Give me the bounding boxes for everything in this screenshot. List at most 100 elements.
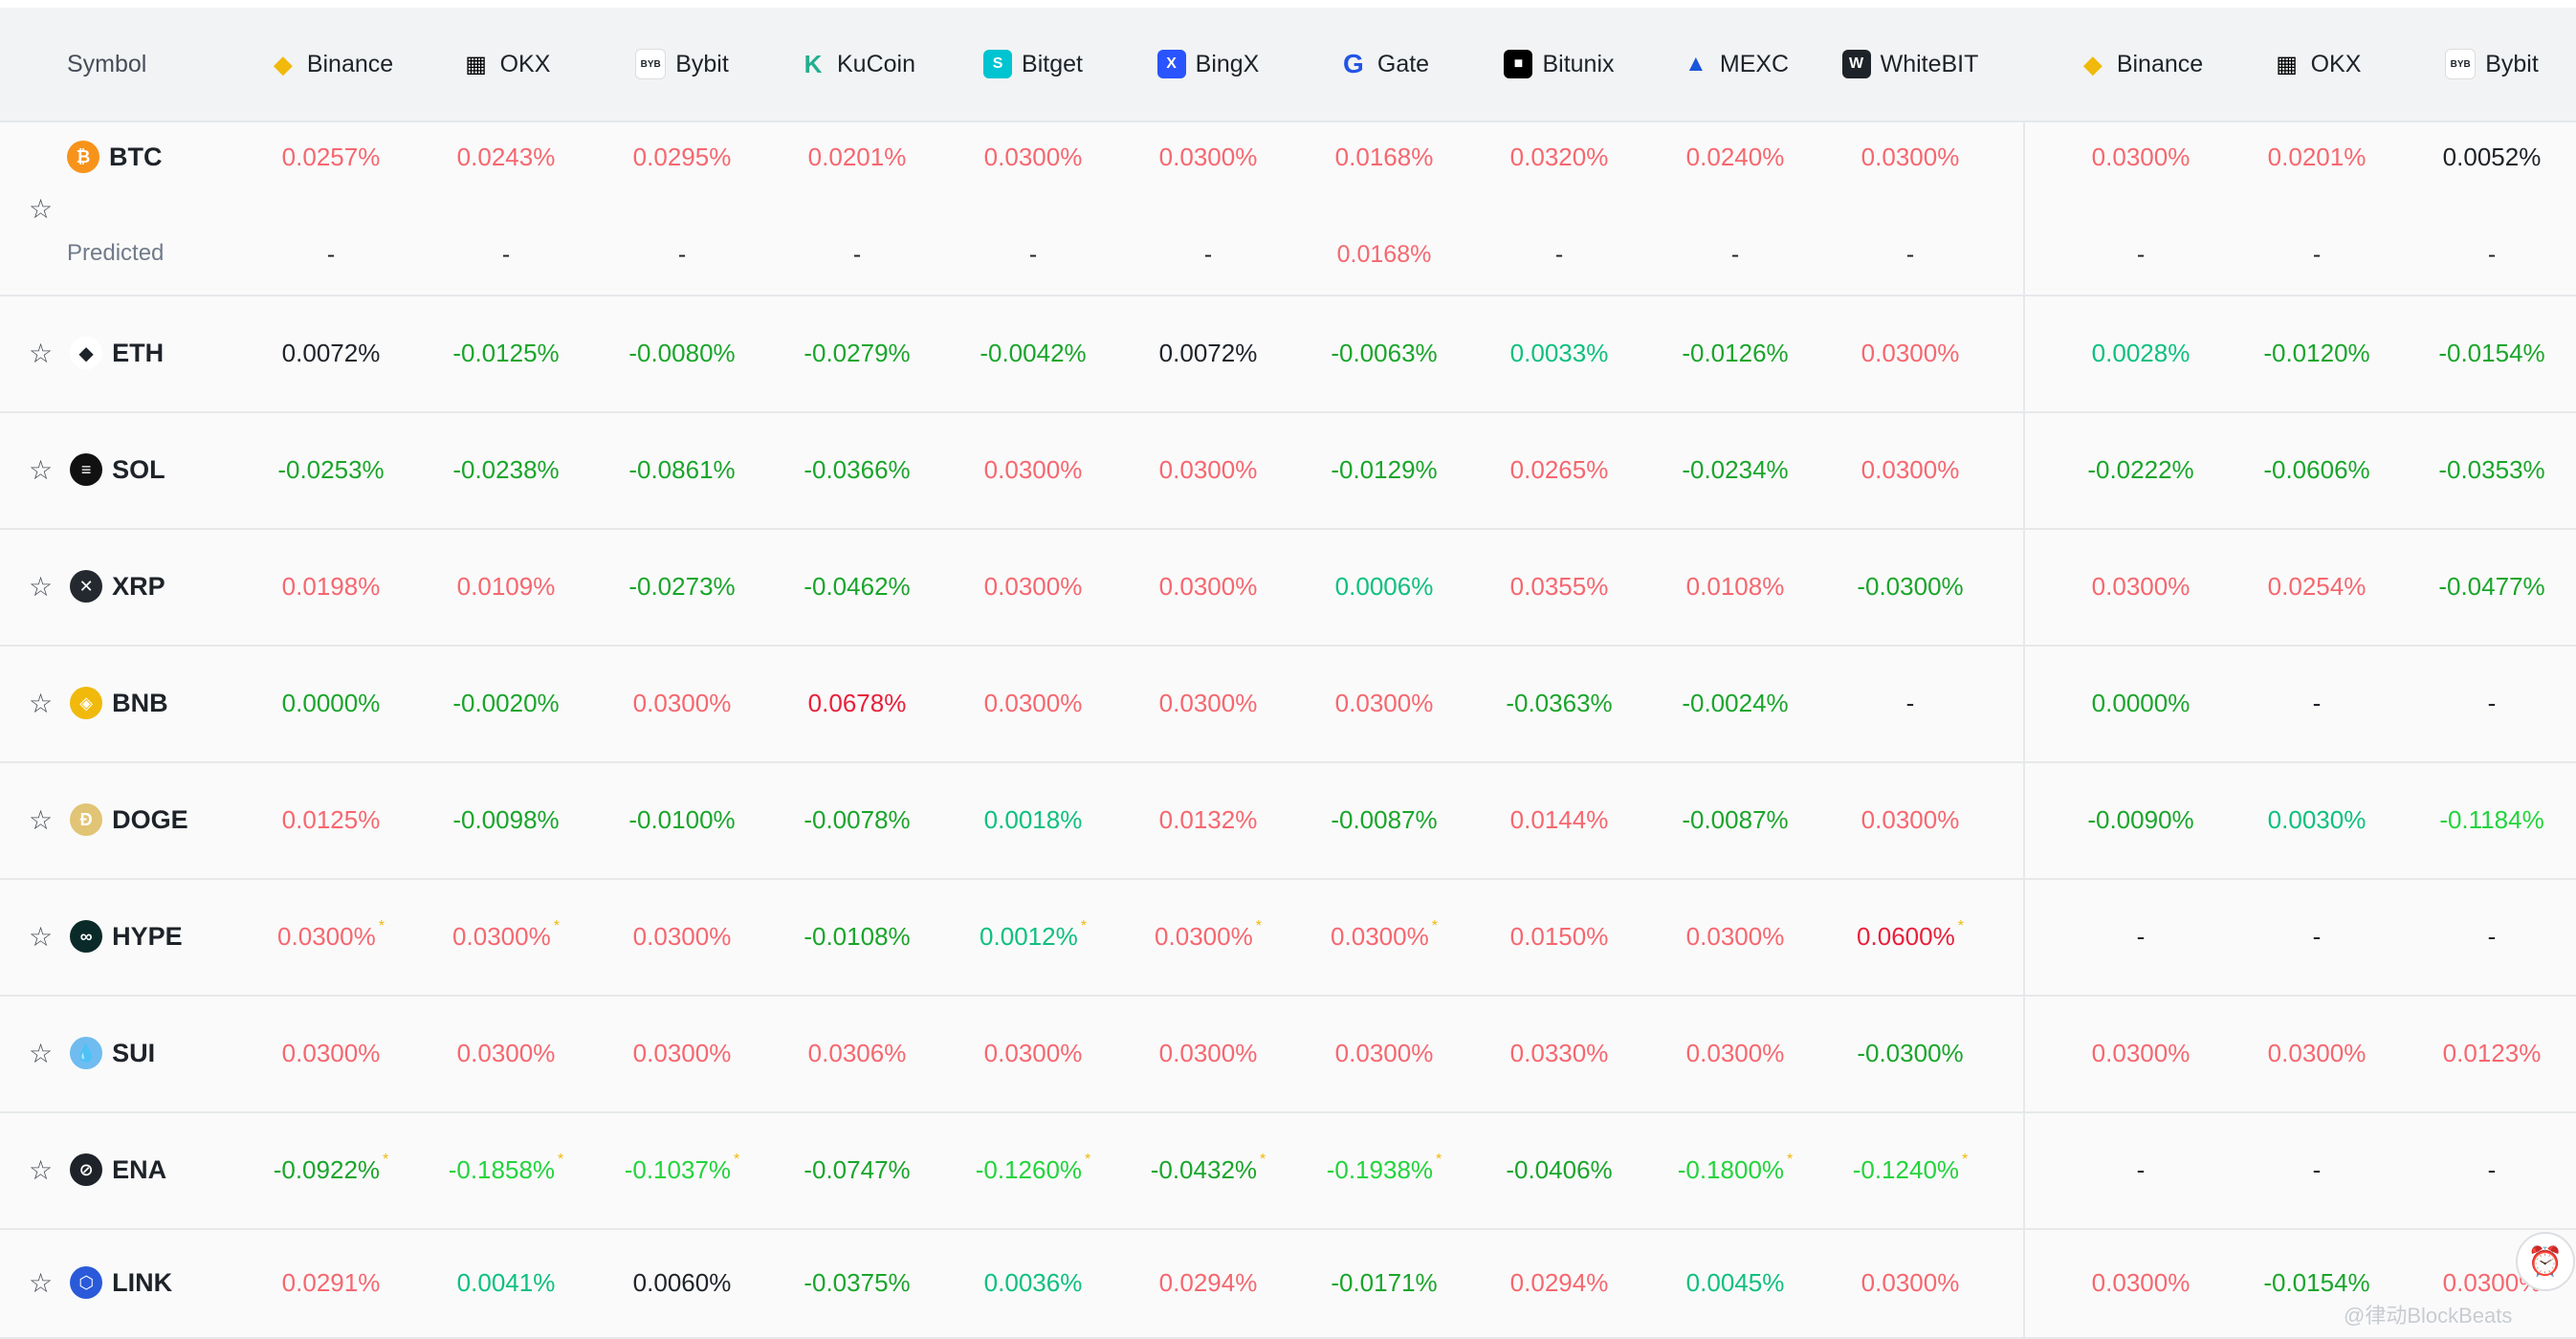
funding-rate-cell[interactable]: 0.0294% bbox=[1473, 1263, 1645, 1302]
funding-rate-cell[interactable]: 0.0300% bbox=[947, 138, 1119, 176]
funding-rate-cell[interactable]: 0.0300% bbox=[2055, 138, 2227, 176]
funding-rate-cell[interactable]: 0.0033% bbox=[1473, 334, 1645, 372]
funding-rate-cell[interactable]: -0.0432% * bbox=[1122, 1151, 1294, 1189]
funding-rate-cell[interactable]: -0.0129% bbox=[1298, 450, 1470, 489]
funding-rate-cell[interactable]: -0.0253% bbox=[245, 450, 417, 489]
funding-rate-cell[interactable]: -0.0234% bbox=[1649, 450, 1821, 489]
funding-rate-cell[interactable]: -0.1938% * bbox=[1298, 1151, 1470, 1189]
funding-rate-cell[interactable]: 0.0300% * bbox=[1122, 917, 1294, 955]
funding-rate-cell[interactable]: 0.0300% bbox=[947, 1034, 1119, 1072]
funding-rate-cell[interactable]: 0.0300% bbox=[596, 917, 768, 955]
favorite-star-icon[interactable]: ☆ bbox=[29, 1154, 54, 1185]
symbol-cell-sol[interactable]: ☆ ≡ SOL bbox=[29, 450, 165, 489]
funding-rate-cell[interactable]: 0.0150% bbox=[1473, 917, 1645, 955]
funding-rate-cell[interactable]: - bbox=[2231, 917, 2403, 955]
funding-rate-cell[interactable]: 0.0300% bbox=[2055, 1263, 2227, 1302]
funding-rate-cell[interactable]: -0.0100% bbox=[596, 801, 768, 839]
funding-rate-cell[interactable]: - bbox=[2406, 917, 2576, 955]
funding-rate-cell[interactable]: 0.0300% bbox=[1298, 1034, 1470, 1072]
funding-rate-cell[interactable]: - bbox=[2231, 684, 2403, 722]
favorite-star-icon[interactable]: ☆ bbox=[29, 454, 54, 485]
funding-rate-cell[interactable]: 0.0320% bbox=[1473, 138, 1645, 176]
funding-rate-cell[interactable]: -0.0080% bbox=[596, 334, 768, 372]
funding-rate-cell[interactable]: -0.0042% bbox=[947, 334, 1119, 372]
funding-rate-cell[interactable]: 0.0109% bbox=[420, 567, 592, 605]
symbol-cell-link[interactable]: ☆ ⬡ LINK bbox=[29, 1263, 172, 1302]
funding-rate-cell[interactable]: 0.0300% * bbox=[420, 917, 592, 955]
funding-rate-cell[interactable]: - bbox=[2231, 1151, 2403, 1189]
funding-rate-cell[interactable]: 0.0123% bbox=[2406, 1034, 2576, 1072]
funding-rate-cell[interactable]: - bbox=[2406, 1151, 2576, 1189]
exchange-header-bitunix[interactable]: ■ Bitunix bbox=[1473, 8, 1645, 121]
funding-rate-cell[interactable]: 0.0300% bbox=[596, 1034, 768, 1072]
symbol-cell-bnb[interactable]: ☆ ◈ BNB bbox=[29, 684, 168, 722]
funding-rate-cell[interactable]: -0.0238% bbox=[420, 450, 592, 489]
symbol-cell-ena[interactable]: ☆ ⊘ ENA bbox=[29, 1151, 166, 1189]
funding-rate-cell[interactable]: -0.0747% bbox=[771, 1151, 943, 1189]
funding-rate-cell[interactable]: 0.0300% bbox=[2055, 567, 2227, 605]
funding-rate-cell[interactable]: -0.0126% bbox=[1649, 334, 1821, 372]
funding-rate-cell[interactable]: 0.0045% bbox=[1649, 1263, 1821, 1302]
funding-rate-cell[interactable]: -0.0279% bbox=[771, 334, 943, 372]
alarm-settings-button[interactable]: ⏰ bbox=[2516, 1232, 2575, 1291]
exchange-header-bingx[interactable]: X BingX bbox=[1122, 8, 1294, 121]
funding-rate-cell[interactable]: 0.0300% bbox=[947, 684, 1119, 722]
funding-rate-cell[interactable]: 0.0300% bbox=[596, 684, 768, 722]
funding-rate-cell[interactable]: 0.0265% bbox=[1473, 450, 1645, 489]
favorite-star-icon[interactable]: ☆ bbox=[29, 338, 54, 368]
funding-rate-cell[interactable]: -0.0098% bbox=[420, 801, 592, 839]
exchange-header-bybit[interactable]: BYB Bybit bbox=[596, 8, 768, 121]
funding-rate-cell[interactable]: 0.0000% bbox=[2055, 684, 2227, 722]
funding-rate-cell[interactable]: 0.0240% bbox=[1649, 138, 1821, 176]
funding-rate-cell[interactable]: -0.0406% bbox=[1473, 1151, 1645, 1189]
favorite-star-icon[interactable]: ☆ bbox=[29, 804, 54, 835]
funding-rate-cell[interactable]: 0.0300% bbox=[1122, 138, 1294, 176]
funding-rate-cell[interactable]: 0.0300% bbox=[420, 1034, 592, 1072]
funding-rate-cell[interactable]: 0.0300% * bbox=[245, 917, 417, 955]
funding-rate-cell[interactable]: - bbox=[2055, 917, 2227, 955]
funding-rate-cell[interactable]: -0.0300% bbox=[1824, 1034, 1996, 1072]
funding-rate-cell[interactable]: -0.0154% bbox=[2231, 1263, 2403, 1302]
funding-rate-cell[interactable]: -0.0125% bbox=[420, 334, 592, 372]
funding-rate-cell[interactable]: 0.0300% bbox=[1122, 567, 1294, 605]
funding-rate-cell[interactable]: -0.0366% bbox=[771, 450, 943, 489]
symbol-column-header[interactable]: Symbol bbox=[67, 50, 147, 77]
funding-rate-cell[interactable]: -0.0120% bbox=[2231, 334, 2403, 372]
exchange-header-mexc[interactable]: ▲ MEXC bbox=[1649, 8, 1821, 121]
funding-rate-cell[interactable]: 0.0300% bbox=[1824, 450, 1996, 489]
funding-rate-cell[interactable]: 0.0144% bbox=[1473, 801, 1645, 839]
favorite-star-icon[interactable]: ☆ bbox=[29, 921, 54, 952]
funding-rate-cell[interactable]: 0.0600% * bbox=[1824, 917, 1996, 955]
funding-rate-cell[interactable]: 0.0300% * bbox=[1298, 917, 1470, 955]
funding-rate-cell[interactable]: -0.0020% bbox=[420, 684, 592, 722]
favorite-star-icon[interactable]: ☆ bbox=[29, 1038, 54, 1068]
symbol-cell-xrp[interactable]: ☆ ✕ XRP bbox=[29, 567, 165, 605]
funding-rate-cell[interactable]: 0.0028% bbox=[2055, 334, 2227, 372]
symbol-cell-doge[interactable]: ☆ Ð DOGE bbox=[29, 801, 188, 839]
funding-rate-cell[interactable]: - bbox=[1824, 684, 1996, 722]
funding-rate-cell[interactable]: 0.0300% bbox=[1824, 801, 1996, 839]
favorite-star-icon[interactable]: ☆ bbox=[29, 571, 54, 602]
favorite-star-icon[interactable]: ☆ bbox=[29, 688, 54, 718]
funding-rate-cell[interactable]: 0.0300% bbox=[1824, 334, 1996, 372]
funding-rate-cell[interactable]: 0.0300% bbox=[2231, 1034, 2403, 1072]
funding-rate-cell[interactable]: 0.0168% bbox=[1298, 138, 1470, 176]
funding-rate-cell[interactable]: 0.0330% bbox=[1473, 1034, 1645, 1072]
funding-rate-cell[interactable]: -0.1800% * bbox=[1649, 1151, 1821, 1189]
funding-rate-cell[interactable]: -0.0063% bbox=[1298, 334, 1470, 372]
funding-rate-cell[interactable]: -0.0353% bbox=[2406, 450, 2576, 489]
funding-rate-cell[interactable]: -0.0477% bbox=[2406, 567, 2576, 605]
funding-rate-cell[interactable]: 0.0072% bbox=[245, 334, 417, 372]
funding-rate-cell[interactable]: -0.0861% bbox=[596, 450, 768, 489]
funding-rate-cell[interactable]: 0.0300% bbox=[1649, 1034, 1821, 1072]
funding-rate-cell[interactable]: 0.0036% bbox=[947, 1263, 1119, 1302]
exchange-header-kucoin[interactable]: K KuCoin bbox=[771, 8, 943, 121]
funding-rate-cell[interactable]: 0.0201% bbox=[2231, 138, 2403, 176]
funding-rate-cell[interactable]: 0.0108% bbox=[1649, 567, 1821, 605]
funding-rate-cell[interactable]: 0.0198% bbox=[245, 567, 417, 605]
funding-rate-cell[interactable]: 0.0041% bbox=[420, 1263, 592, 1302]
funding-rate-cell[interactable]: 0.0030% bbox=[2231, 801, 2403, 839]
symbol-cell-sui[interactable]: ☆ 💧 SUI bbox=[29, 1034, 155, 1072]
funding-rate-cell[interactable]: 0.0125% bbox=[245, 801, 417, 839]
funding-rate-cell[interactable]: 0.0300% bbox=[947, 450, 1119, 489]
